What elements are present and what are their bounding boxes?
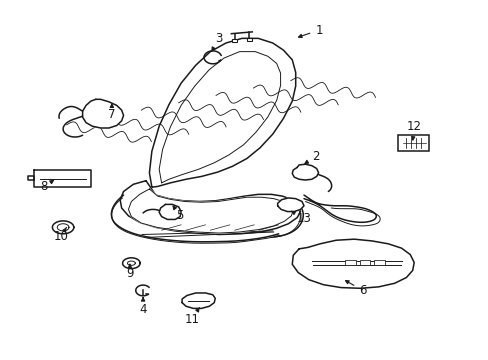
Bar [373, 260, 384, 265]
Polygon shape [122, 258, 140, 269]
Bar [359, 260, 369, 265]
Text: 11: 11 [184, 307, 199, 326]
Polygon shape [149, 39, 295, 187]
Text: 4: 4 [139, 297, 146, 316]
Polygon shape [52, 221, 74, 234]
Text: 3: 3 [211, 32, 223, 51]
Polygon shape [182, 293, 215, 309]
Polygon shape [128, 189, 293, 233]
Polygon shape [277, 198, 304, 212]
Polygon shape [120, 181, 300, 234]
Text: 6: 6 [345, 280, 366, 297]
Polygon shape [27, 176, 34, 180]
Text: 1: 1 [298, 24, 322, 37]
Polygon shape [34, 170, 91, 187]
Polygon shape [292, 239, 413, 288]
Text: 12: 12 [406, 121, 421, 140]
Bar [246, 38, 251, 41]
Text: 9: 9 [126, 264, 133, 280]
Polygon shape [82, 99, 123, 128]
Bar [344, 260, 355, 265]
Text: 2: 2 [305, 150, 319, 163]
Polygon shape [159, 51, 280, 183]
Polygon shape [159, 204, 181, 220]
Text: 7: 7 [108, 104, 115, 121]
Text: 8: 8 [41, 180, 54, 193]
Bar [232, 39, 237, 42]
Text: 5: 5 [173, 206, 183, 222]
Text: 13: 13 [291, 211, 311, 225]
Text: 10: 10 [53, 228, 68, 243]
Polygon shape [292, 164, 318, 180]
FancyBboxPatch shape [397, 135, 428, 150]
